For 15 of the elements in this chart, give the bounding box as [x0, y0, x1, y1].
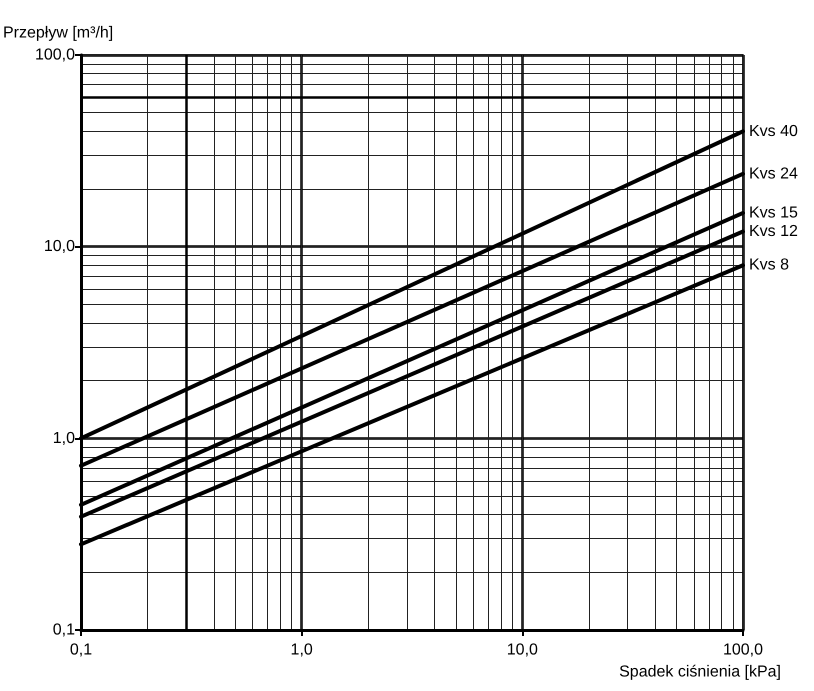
y-tick-label: 10,0 [44, 238, 76, 256]
y-tick-label: 100,0 [34, 46, 76, 64]
x-axis-title: Spadek ciśnienia [kPa] [619, 664, 781, 680]
x-tick-label: 1,0 [290, 642, 313, 658]
x-tick-label: 0,1 [70, 642, 92, 658]
series-label: Kvs 8 [749, 256, 790, 274]
series-label: Kvs 24 [749, 165, 798, 182]
y-axis-title: Przepływ [m³/h] [3, 24, 114, 42]
x-tick-label: 100,0 [722, 642, 764, 658]
series-label: Kvs 12 [749, 222, 798, 240]
y-tick-label: 0,1 [52, 622, 76, 638]
series-label: Kvs 15 [749, 204, 798, 222]
y-tick-label: 1,0 [52, 430, 76, 447]
x-tick-label: 10,0 [506, 642, 538, 658]
series-label: Kvs 40 [749, 122, 798, 140]
